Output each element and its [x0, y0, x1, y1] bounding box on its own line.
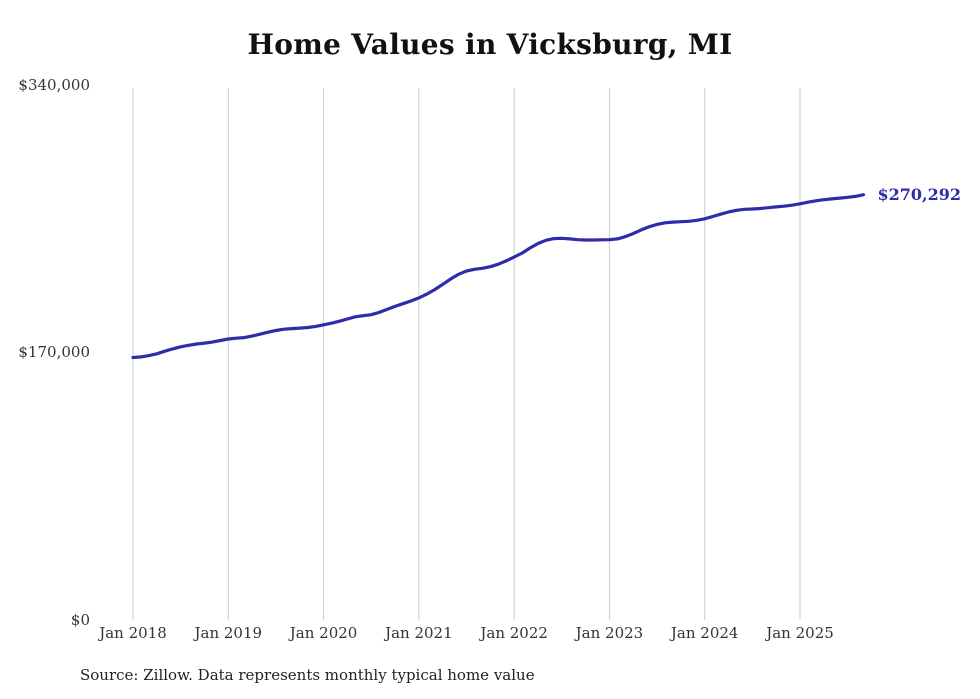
- y-axis-tick-label-340000: $340,000: [18, 76, 90, 94]
- chart-title: Home Values in Vicksburg, MI: [247, 28, 733, 61]
- y-axis-tick-label-170000: $170,000: [18, 343, 90, 361]
- y-axis-tick-label-0: $0: [70, 611, 90, 629]
- current-value-label: $270,292: [877, 184, 962, 204]
- source-note: Source: Zillow. Data represents monthly …: [80, 666, 535, 684]
- home-value-line: [131, 193, 866, 360]
